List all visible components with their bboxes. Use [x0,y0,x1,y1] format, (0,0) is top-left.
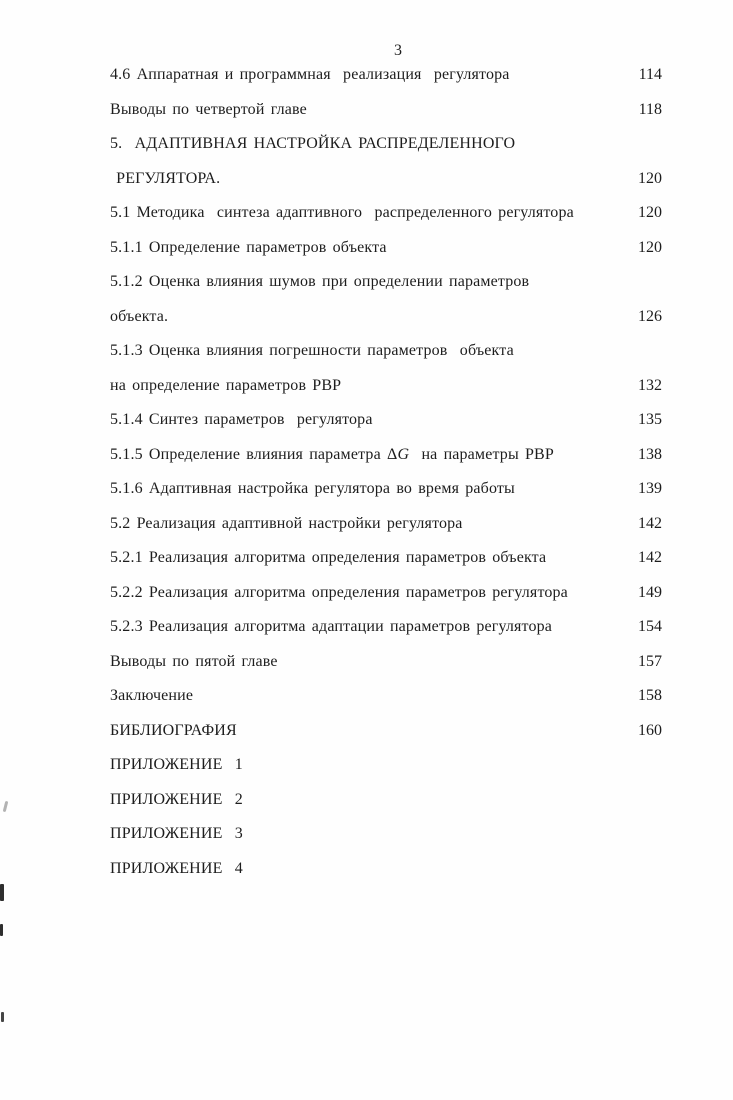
scan-artifact [1,1012,4,1022]
toc-entry-title: 5.1 Методика синтеза адаптивного распред… [110,204,574,221]
toc-line: Заключение 158 [110,679,662,714]
toc-line: РЕГУЛЯТОРА. 120 [110,162,662,197]
scan-artifact [2,800,9,813]
toc-entry-page: 126 [638,307,662,325]
toc-entry-title: 5.1.4 Синтез параметров регулятора [110,411,373,428]
toc-entry-title: 5.2 Реализация адаптивной настройки регу… [110,514,463,532]
toc-entry-title: 5.1.1 Определение параметров объекта [110,238,387,256]
toc-entry-page: 138 [638,445,662,463]
toc-entry-page: 157 [638,652,662,670]
toc-line: 5.2.2 Реализация алгоритма определения п… [110,576,662,611]
toc-entry-title: 5. АДАПТИВНАЯ НАСТРОЙКА РАСПРЕДЕЛЕННОГО [110,135,516,152]
toc-line: 5.1.4 Синтез параметров регулятора 135 [110,403,662,438]
toc-entry-title: Заключение [110,687,194,704]
toc-line: на определение параметров РВР 132 [110,369,662,404]
toc-entry-page: 142 [638,549,662,566]
toc-entry-title: БИБЛИОГРАФИЯ [110,721,237,739]
toc-line: 5. АДАПТИВНАЯ НАСТРОЙКА РАСПРЕДЕЛЕННОГО [110,127,662,162]
toc-line: 5.1.1 Определение параметров объекта 120 [110,231,662,266]
toc-entry-page: 154 [638,618,662,635]
toc-entry-title: ПРИЛОЖЕНИЕ 2 [110,790,243,808]
toc-line: 5.1.2 Оценка влияния шумов при определен… [110,265,662,300]
toc-entry-page: 149 [638,583,662,601]
toc-line: ПРИЛОЖЕНИЕ 4 [110,852,662,887]
toc-line: 5.2.3 Реализация алгоритма адаптации пар… [110,610,662,645]
toc-entry-title: на определение параметров РВР [110,376,342,394]
toc-entry-title: Выводы по пятой главе [110,652,278,670]
toc-entry-title: ПРИЛОЖЕНИЕ 1 [110,756,243,773]
toc-entry-page: 142 [638,514,662,532]
toc-entry-page: 135 [638,411,662,428]
toc-entry-page: 139 [638,480,662,497]
toc-line: ПРИЛОЖЕНИЕ 2 [110,783,662,818]
toc-entry-page: 160 [638,721,662,739]
toc-line: 5.1.6 Адаптивная настройка регулятора во… [110,472,662,507]
toc-entry-title: Выводы по четвертой главе [110,100,307,118]
toc-entry-page: 120 [638,204,662,221]
toc-entry-title: 5.2.1 Реализация алгоритма определения п… [110,549,547,566]
scan-artifact [0,884,4,901]
toc-line: Выводы по пятой главе 157 [110,645,662,680]
toc-entry-page: 132 [638,376,662,394]
toc-line: 5.1 Методика синтеза адаптивного распред… [110,196,662,231]
toc-entry-title: РЕГУЛЯТОРА. [110,169,221,187]
toc-entry-title: ПРИЛОЖЕНИЕ 3 [110,825,243,842]
toc-entry-title: 5.1.6 Адаптивная настройка регулятора во… [110,480,515,497]
toc-entry-page: 120 [638,238,662,256]
page-number: 3 [394,42,402,59]
toc-entry-page: 118 [638,100,662,118]
toc-line: Выводы по четвертой главе 118 [110,93,662,128]
toc-line: 5.2 Реализация адаптивной настройки регу… [110,507,662,542]
toc-line: БИБЛИОГРАФИЯ 160 [110,714,662,749]
toc-entry-page: 158 [638,687,662,704]
toc-entry-title: 5.2.2 Реализация алгоритма определения п… [110,583,568,601]
toc-line: ПРИЛОЖЕНИЕ 3 [110,817,662,852]
toc-line: 5.1.3 Оценка влияния погрешности парамет… [110,334,662,369]
toc-entry-title: объекта. [110,307,169,325]
toc-entry-title: ПРИЛОЖЕНИЕ 4 [110,859,243,877]
scan-artifact [0,924,3,936]
toc-line: 4.6 Аппаратная и программная реализация … [110,58,662,93]
toc-line: ПРИЛОЖЕНИЕ 1 [110,748,662,783]
toc-line: объекта. 126 [110,300,662,335]
toc-entry-title: 5.2.3 Реализация алгоритма адаптации пар… [110,618,553,635]
toc-entry-title: 4.6 Аппаратная и программная реализация … [110,66,510,83]
table-of-contents: 4.6 Аппаратная и программная реализация … [110,58,662,886]
toc-entry-title: 5.1.2 Оценка влияния шумов при определен… [110,273,530,290]
toc-line: 5.1.5 Определение влияния параметра ΔG н… [110,438,662,473]
toc-entry-title: 5.1.5 Определение влияния параметра ΔG н… [110,445,554,463]
toc-entry-page: 120 [638,169,662,187]
toc-entry-page: 114 [638,66,662,83]
toc-line: 5.2.1 Реализация алгоритма определения п… [110,541,662,576]
toc-entry-title: 5.1.3 Оценка влияния погрешности парамет… [110,342,514,359]
